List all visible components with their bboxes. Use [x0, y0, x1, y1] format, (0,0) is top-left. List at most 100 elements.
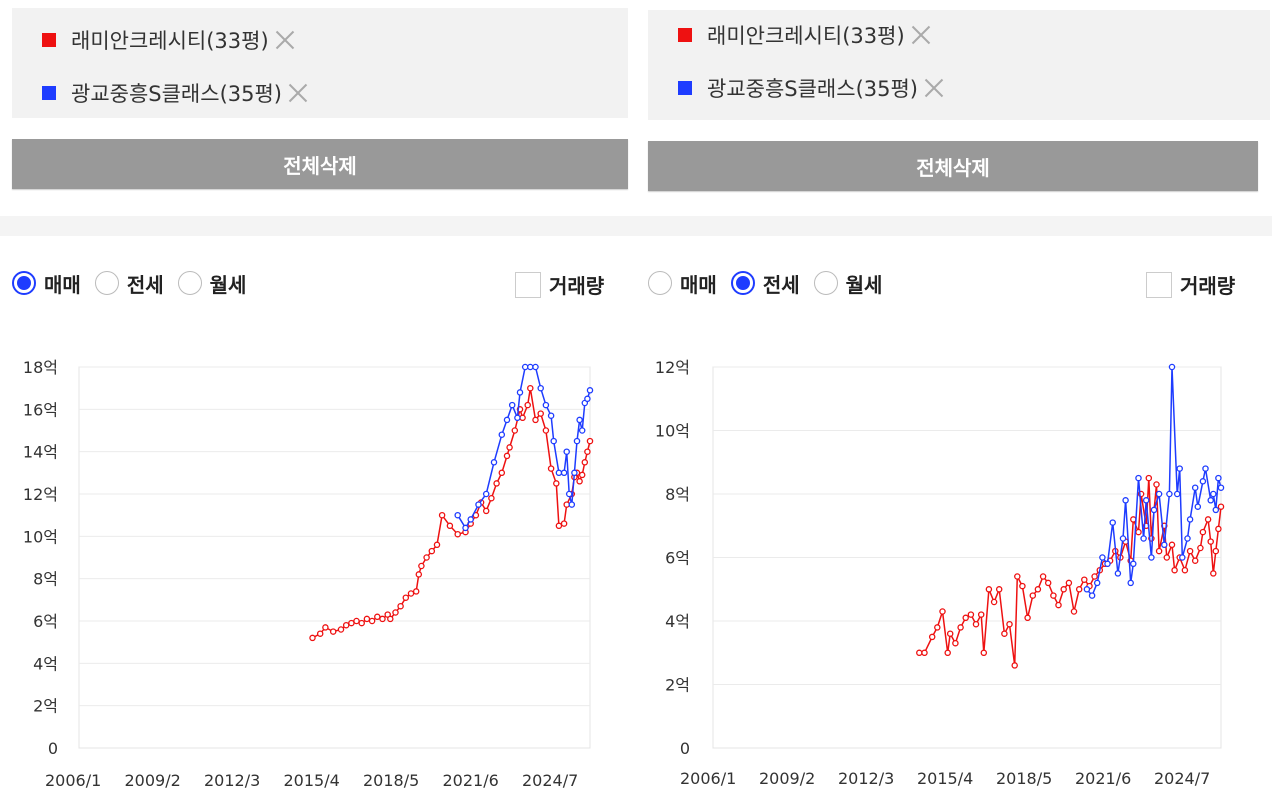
- data-point[interactable]: [1083, 586, 1091, 593]
- radio-selected-icon[interactable]: [730, 271, 755, 295]
- data-point[interactable]: [560, 520, 568, 527]
- data-point[interactable]: [565, 490, 573, 498]
- data-point[interactable]: [542, 427, 550, 434]
- data-point[interactable]: [1204, 516, 1212, 523]
- data-point[interactable]: [1199, 478, 1207, 485]
- remove-icon[interactable]: [273, 28, 297, 52]
- radio-unselected-icon[interactable]: [648, 271, 672, 295]
- data-point[interactable]: [1155, 490, 1163, 498]
- data-point[interactable]: [1091, 573, 1098, 580]
- data-point[interactable]: [316, 630, 324, 637]
- data-point[interactable]: [537, 384, 544, 392]
- data-point[interactable]: [1099, 554, 1106, 561]
- data-point[interactable]: [934, 624, 941, 631]
- data-point[interactable]: [524, 401, 531, 409]
- data-point[interactable]: [493, 480, 500, 487]
- data-point[interactable]: [1024, 614, 1031, 622]
- data-point[interactable]: [1215, 525, 1222, 533]
- data-point[interactable]: [576, 478, 583, 485]
- radio-monthly-rent[interactable]: 월세: [177, 269, 246, 298]
- data-point[interactable]: [322, 624, 329, 631]
- data-point[interactable]: [446, 522, 454, 530]
- data-point[interactable]: [939, 608, 946, 615]
- radio-sale[interactable]: 매매: [12, 269, 81, 298]
- radio-unselected-icon[interactable]: [813, 271, 838, 295]
- data-point[interactable]: [392, 609, 399, 616]
- data-point[interactable]: [1191, 557, 1199, 564]
- data-point[interactable]: [527, 384, 534, 392]
- data-point[interactable]: [454, 530, 461, 538]
- data-point[interactable]: [1135, 474, 1142, 482]
- data-point[interactable]: [374, 613, 381, 621]
- data-point[interactable]: [503, 452, 511, 460]
- data-point[interactable]: [309, 634, 316, 642]
- radio-jeonse[interactable]: 전세: [730, 269, 800, 298]
- data-point[interactable]: [1145, 474, 1153, 482]
- data-point[interactable]: [555, 469, 563, 477]
- data-point[interactable]: [977, 611, 985, 618]
- data-point[interactable]: [586, 437, 594, 445]
- data-point[interactable]: [387, 615, 394, 623]
- data-point[interactable]: [415, 571, 423, 578]
- data-point[interactable]: [1217, 484, 1225, 491]
- checkbox-icon[interactable]: [1146, 271, 1172, 298]
- data-point[interactable]: [438, 511, 446, 519]
- remove-icon[interactable]: [922, 76, 946, 100]
- data-point[interactable]: [1202, 465, 1209, 472]
- data-point[interactable]: [503, 416, 511, 424]
- data-point[interactable]: [563, 501, 570, 508]
- data-point[interactable]: [584, 448, 591, 455]
- data-point[interactable]: [1179, 554, 1186, 561]
- data-point[interactable]: [1184, 535, 1191, 542]
- data-point[interactable]: [1011, 662, 1018, 669]
- data-point[interactable]: [995, 586, 1003, 593]
- data-point[interactable]: [532, 416, 539, 424]
- data-point[interactable]: [329, 628, 337, 635]
- data-point[interactable]: [1055, 601, 1062, 609]
- data-point[interactable]: [547, 465, 555, 472]
- data-point[interactable]: [952, 639, 959, 647]
- data-point[interactable]: [967, 611, 975, 618]
- data-point[interactable]: [542, 401, 550, 409]
- data-point[interactable]: [1039, 573, 1047, 580]
- data-point[interactable]: [1181, 566, 1189, 574]
- data-point[interactable]: [1065, 579, 1073, 587]
- data-point[interactable]: [1215, 474, 1222, 482]
- data-point[interactable]: [563, 448, 570, 455]
- data-point[interactable]: [1197, 544, 1204, 552]
- data-point[interactable]: [1050, 592, 1057, 599]
- data-point[interactable]: [527, 363, 534, 371]
- data-point[interactable]: [1173, 490, 1181, 498]
- delete-all-button[interactable]: 전체삭제: [12, 139, 628, 189]
- data-point[interactable]: [1001, 630, 1008, 637]
- data-point[interactable]: [358, 619, 365, 627]
- data-point[interactable]: [488, 494, 495, 502]
- data-point[interactable]: [1194, 503, 1202, 510]
- data-point[interactable]: [462, 524, 469, 532]
- data-point[interactable]: [1155, 547, 1163, 555]
- data-point[interactable]: [1060, 586, 1067, 593]
- data-point[interactable]: [1006, 620, 1013, 628]
- data-point[interactable]: [498, 469, 506, 477]
- delete-all-button[interactable]: 전체삭제: [648, 141, 1258, 191]
- data-point[interactable]: [1168, 363, 1176, 371]
- data-point[interactable]: [532, 363, 539, 371]
- data-point[interactable]: [1161, 541, 1168, 549]
- data-point[interactable]: [985, 586, 993, 593]
- data-point[interactable]: [506, 444, 513, 451]
- data-point[interactable]: [402, 594, 410, 601]
- data-point[interactable]: [379, 615, 386, 623]
- data-point[interactable]: [1088, 592, 1096, 599]
- volume-checkbox[interactable]: 거래량: [1146, 270, 1235, 299]
- data-point[interactable]: [573, 437, 581, 445]
- data-point[interactable]: [571, 469, 578, 477]
- data-point[interactable]: [584, 395, 591, 403]
- data-point[interactable]: [1186, 516, 1194, 523]
- radio-unselected-icon[interactable]: [94, 271, 119, 295]
- data-point[interactable]: [957, 624, 964, 631]
- data-point[interactable]: [428, 547, 436, 555]
- data-point[interactable]: [433, 541, 441, 549]
- data-point[interactable]: [342, 621, 350, 629]
- data-point[interactable]: [482, 507, 490, 515]
- data-point[interactable]: [337, 626, 345, 633]
